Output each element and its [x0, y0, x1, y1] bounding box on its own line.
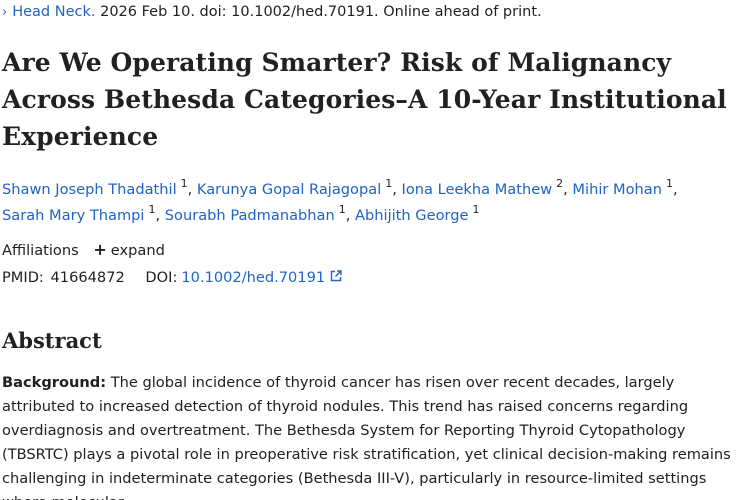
- chevron-right-icon[interactable]: ›: [2, 5, 8, 20]
- author-link[interactable]: Sarah Mary Thampi: [2, 207, 145, 224]
- affiliations-label: Affiliations: [2, 242, 79, 259]
- doi-link[interactable]: 10.1002/hed.70191: [181, 269, 326, 286]
- author-link[interactable]: Abhijith George: [355, 207, 469, 224]
- pmid-label: PMID:: [2, 269, 44, 286]
- background-label: Background:: [2, 374, 107, 391]
- abstract-background: Background: The global incidence of thyr…: [2, 371, 750, 500]
- author-list: Shawn Joseph Thadathil 1, Karunya Gopal R…: [2, 177, 678, 224]
- author-link[interactable]: Shawn Joseph Thadathil: [2, 181, 177, 198]
- author-affiliation-number[interactable]: 1: [180, 177, 188, 190]
- plus-icon[interactable]: +: [93, 240, 107, 259]
- citation-details: 2026 Feb 10. doi: 10.1002/hed.70191. Onl…: [100, 4, 542, 20]
- author-link[interactable]: Sourabh Padmanabhan: [164, 207, 335, 224]
- author-affiliation-number[interactable]: 1: [472, 203, 480, 216]
- author-affiliation-number[interactable]: 1: [385, 177, 393, 190]
- identifiers-row: PMID: 41664872 DOI: 10.1002/hed.70191: [2, 269, 342, 287]
- author-link[interactable]: Mihir Mohan: [572, 181, 662, 198]
- article-title: Are We Operating Smarter? Risk of Malign…: [2, 48, 727, 151]
- citation-line: › Head Neck. 2026 Feb 10. doi: 10.1002/he…: [2, 4, 542, 20]
- author-link[interactable]: Iona Leekha Mathew: [401, 181, 553, 198]
- author-affiliation-number[interactable]: 1: [665, 177, 673, 190]
- author-affiliation-number[interactable]: 2: [556, 177, 564, 190]
- affiliations-row: Affiliations + expand: [2, 240, 165, 259]
- abstract-heading: Abstract: [2, 328, 102, 353]
- doi-label: DOI:: [145, 269, 178, 286]
- author-affiliation-number[interactable]: 1: [148, 203, 156, 216]
- pmid-value: 41664872: [50, 269, 125, 286]
- expand-label[interactable]: expand: [110, 242, 165, 259]
- author-link[interactable]: Karunya Gopal Rajagopal: [196, 181, 382, 198]
- journal-link[interactable]: Head Neck.: [12, 4, 96, 20]
- background-text: The global incidence of thyroid cancer h…: [2, 374, 731, 500]
- affiliations-expand-button[interactable]: + expand: [83, 240, 165, 259]
- external-link-icon[interactable]: [330, 269, 342, 286]
- author-affiliation-number[interactable]: 1: [338, 203, 346, 216]
